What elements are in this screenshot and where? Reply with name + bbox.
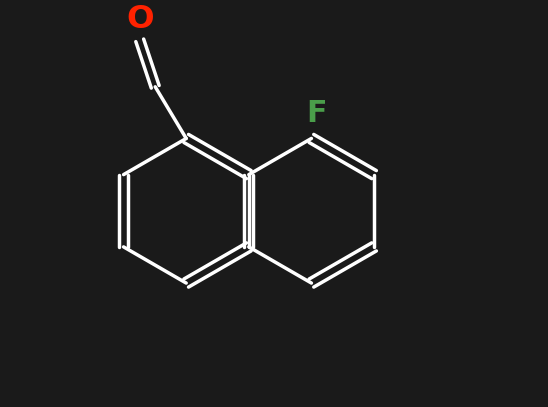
Text: F: F	[306, 99, 327, 128]
Text: O: O	[126, 4, 153, 35]
